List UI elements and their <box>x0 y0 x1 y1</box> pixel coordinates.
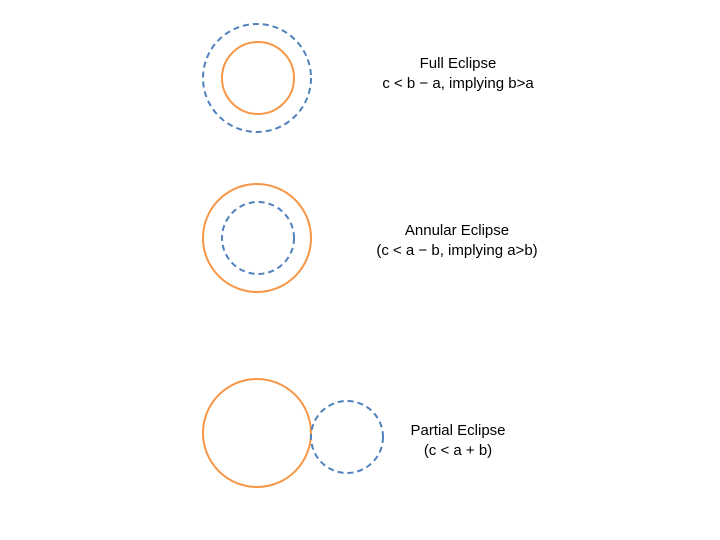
partial-eclipse-condition: (c < a + b) <box>423 442 493 459</box>
partial-eclipse-label: Partial Eclipse (c < a + b) <box>388 421 528 461</box>
full-eclipse-figure <box>202 23 312 133</box>
full-eclipse-title: Full Eclipse <box>419 55 497 72</box>
full-eclipse-inner-orange-circle <box>221 41 295 115</box>
annular-eclipse-condition: (c < a − b, implying a>b) <box>376 242 538 259</box>
annular-eclipse-inner-dashed-circle <box>221 201 295 275</box>
partial-eclipse-title: Partial Eclipse <box>410 422 506 439</box>
full-eclipse-outer-dashed-circle <box>202 23 312 133</box>
full-eclipse-condition: c < b − a, implying b>a <box>382 75 534 92</box>
annular-eclipse-title: Annular Eclipse <box>404 222 510 239</box>
annular-eclipse-figure <box>202 183 312 293</box>
partial-eclipse-orange-circle <box>202 378 312 488</box>
annular-eclipse-outer-orange-circle <box>202 183 312 293</box>
partial-eclipse-figure <box>202 378 384 488</box>
full-eclipse-label: Full Eclipse c < b − a, implying b>a <box>360 54 556 94</box>
partial-eclipse-dashed-circle <box>310 400 384 474</box>
annular-eclipse-label: Annular Eclipse (c < a − b, implying a>b… <box>357 221 557 261</box>
